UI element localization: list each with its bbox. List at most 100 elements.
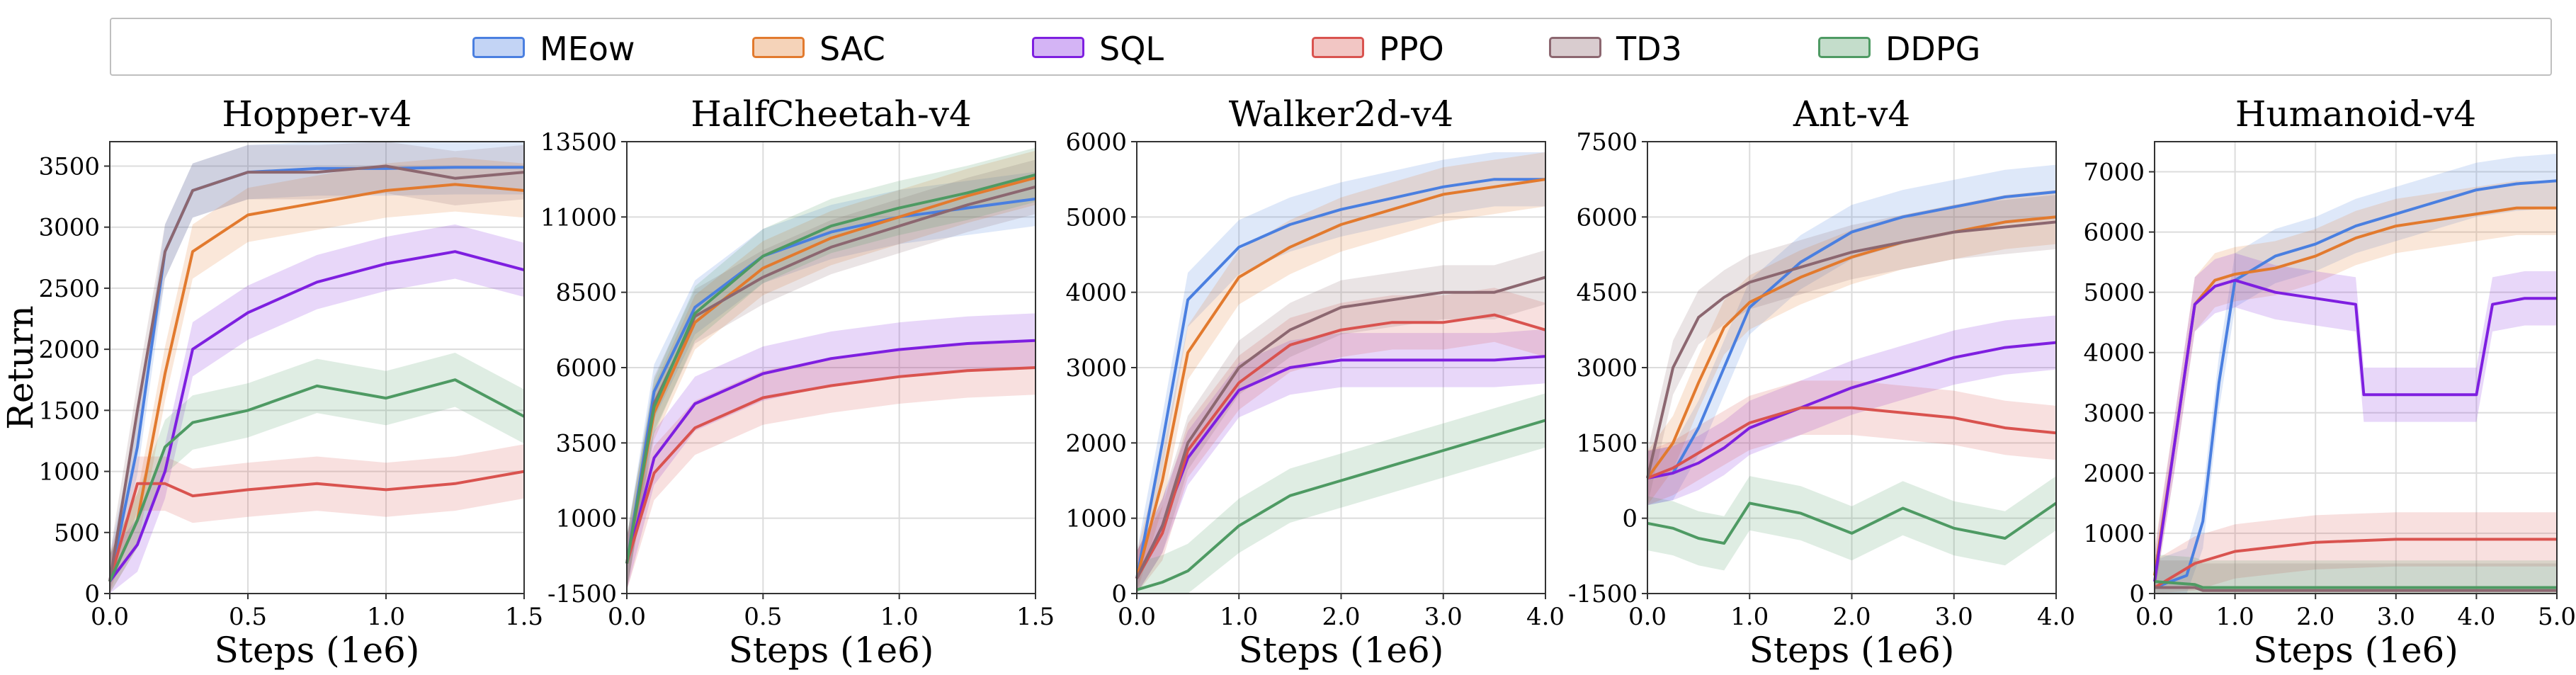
series-line-meow — [1135, 178, 1545, 579]
y-tick-label: 7500 — [1576, 128, 1638, 157]
x-tick-label: 1.0 — [367, 603, 405, 631]
series-band-ppo — [1647, 380, 2056, 506]
series-band-ppo — [1137, 288, 1545, 594]
series-line-sac — [1646, 215, 2057, 480]
x-axis-label: Steps (1e6) — [1749, 630, 1955, 671]
chart-title: HalfCheetah-v4 — [691, 93, 972, 135]
legend-label-sql: SQL — [1099, 30, 1164, 68]
y-tick-label: 1000 — [1065, 505, 1127, 533]
series-band-td3 — [1647, 195, 2056, 506]
x-tick-label: 3.0 — [1935, 603, 1973, 631]
chart-title: Humanoid-v4 — [2235, 93, 2476, 135]
legend-swatch-ppo — [1312, 37, 1364, 58]
legend-swatch-meow — [472, 37, 525, 58]
x-tick-label: 4.0 — [2457, 603, 2495, 631]
series-line-sql — [108, 250, 525, 583]
chart-panel-5: 0 1000 2000 3000 4000 5000 6000 7000 0.0 1.0 2.0 3.… — [2083, 93, 2576, 671]
series-line-sac — [1135, 178, 1546, 579]
series-band-ddpg — [1647, 476, 2056, 571]
y-tick-label: 1500 — [1576, 429, 1638, 458]
y-tick-label: 6000 — [555, 354, 617, 382]
y-tick-label: 3000 — [2083, 399, 2145, 428]
series-band-sac — [110, 157, 524, 594]
x-tick-label: 1.0 — [880, 603, 919, 631]
y-tick-label: 1500 — [38, 397, 100, 425]
y-tick-label: 2000 — [2083, 460, 2145, 488]
series-band-ppo — [627, 340, 1035, 591]
y-tick-label: 1000 — [555, 505, 617, 533]
series-line-sac — [625, 176, 1036, 564]
series-band-sql — [627, 313, 1035, 591]
series-line-ddpg — [2154, 580, 2557, 589]
legend-label-ppo: PPO — [1379, 30, 1444, 68]
x-tick-label: 1.5 — [505, 603, 543, 631]
y-tick-label: 2000 — [38, 336, 100, 364]
x-tick-label: 2.0 — [2296, 603, 2334, 631]
y-tick-label: 7000 — [2083, 159, 2145, 187]
series-line-meow — [2154, 179, 2558, 589]
legend-label-td3: TD3 — [1616, 30, 1682, 68]
y-tick-label: 0 — [1111, 580, 1127, 608]
y-tick-label: -1500 — [1568, 580, 1638, 608]
series-line-ppo — [625, 366, 1036, 565]
series-band-sac — [2155, 181, 2557, 594]
x-tick-label: 4.0 — [1526, 603, 1565, 631]
series-line-ppo — [2153, 538, 2557, 589]
y-tick-label: 0 — [1622, 505, 1638, 533]
series-band-ppo — [110, 444, 524, 594]
y-tick-label: 2000 — [1065, 429, 1127, 458]
x-tick-label: 2.0 — [1322, 603, 1360, 631]
x-tick-label: 0.0 — [91, 603, 129, 631]
y-tick-label: 3500 — [555, 429, 617, 458]
y-tick-label: 500 — [54, 519, 100, 548]
series-line-sac — [108, 183, 525, 582]
x-tick-label: 0.0 — [608, 603, 646, 631]
plot-frame — [2154, 141, 2558, 594]
plot-frame — [109, 141, 525, 594]
y-tick-label: 6000 — [1065, 128, 1127, 157]
series-line-sql — [2153, 278, 2557, 582]
x-tick-label: 0.5 — [744, 603, 782, 631]
series-line-sql — [625, 339, 1036, 565]
series-line-ppo — [108, 470, 525, 582]
x-tick-label: 0.5 — [229, 603, 267, 631]
y-tick-label: 1000 — [2083, 520, 2145, 548]
chart-title: Hopper-v4 — [222, 93, 412, 135]
x-axis-label: Steps (1e6) — [2253, 630, 2458, 671]
series-band-meow — [1137, 152, 1545, 594]
series-band-meow — [2155, 154, 2557, 594]
series-band-ppo — [2155, 512, 2557, 594]
x-tick-label: 3.0 — [1424, 603, 1463, 631]
y-tick-label: 1000 — [38, 458, 100, 487]
y-axis-label: Return — [0, 305, 41, 430]
series-band-sql — [110, 224, 524, 594]
series-band-td3 — [1137, 250, 1545, 594]
x-tick-label: 4.0 — [2037, 603, 2075, 631]
y-tick-label: 3000 — [38, 214, 100, 242]
series-band-meow — [627, 171, 1035, 591]
chart-title: Walker2d-v4 — [1229, 93, 1453, 135]
chart-panel-1: 0 500 1000 1500 2000 2500 3000 3500 0.0 0.5 1.0 1.5… — [0, 93, 543, 671]
x-axis-label: Steps (1e6) — [215, 630, 420, 671]
y-tick-label: 4500 — [1576, 279, 1638, 307]
y-tick-label: 4000 — [1065, 279, 1127, 307]
x-tick-label: 0.0 — [2135, 603, 2174, 631]
series-band-ddpg — [1137, 393, 1545, 594]
legend-label-ddpg: DDPG — [1885, 30, 1981, 68]
series-line-ddpg — [1647, 501, 2058, 545]
y-tick-label: 4000 — [2083, 339, 2145, 368]
y-tick-label: 3500 — [38, 152, 100, 181]
legend-swatch-td3 — [1549, 37, 1601, 58]
x-tick-label: 0.0 — [1118, 603, 1156, 631]
y-tick-label: 5000 — [2083, 279, 2145, 307]
x-tick-label: 1.0 — [1730, 603, 1769, 631]
y-tick-label: -1500 — [547, 580, 617, 608]
series-band-ddpg — [2155, 554, 2557, 594]
series-band-ddpg — [110, 353, 524, 594]
legend-label-sac: SAC — [819, 30, 885, 68]
x-tick-label: 5.0 — [2538, 603, 2576, 631]
x-tick-label: 3.0 — [2377, 603, 2415, 631]
y-tick-label: 3000 — [1065, 354, 1127, 382]
series-line-ppo — [1135, 313, 1546, 579]
x-axis-label: Steps (1e6) — [1239, 630, 1444, 671]
